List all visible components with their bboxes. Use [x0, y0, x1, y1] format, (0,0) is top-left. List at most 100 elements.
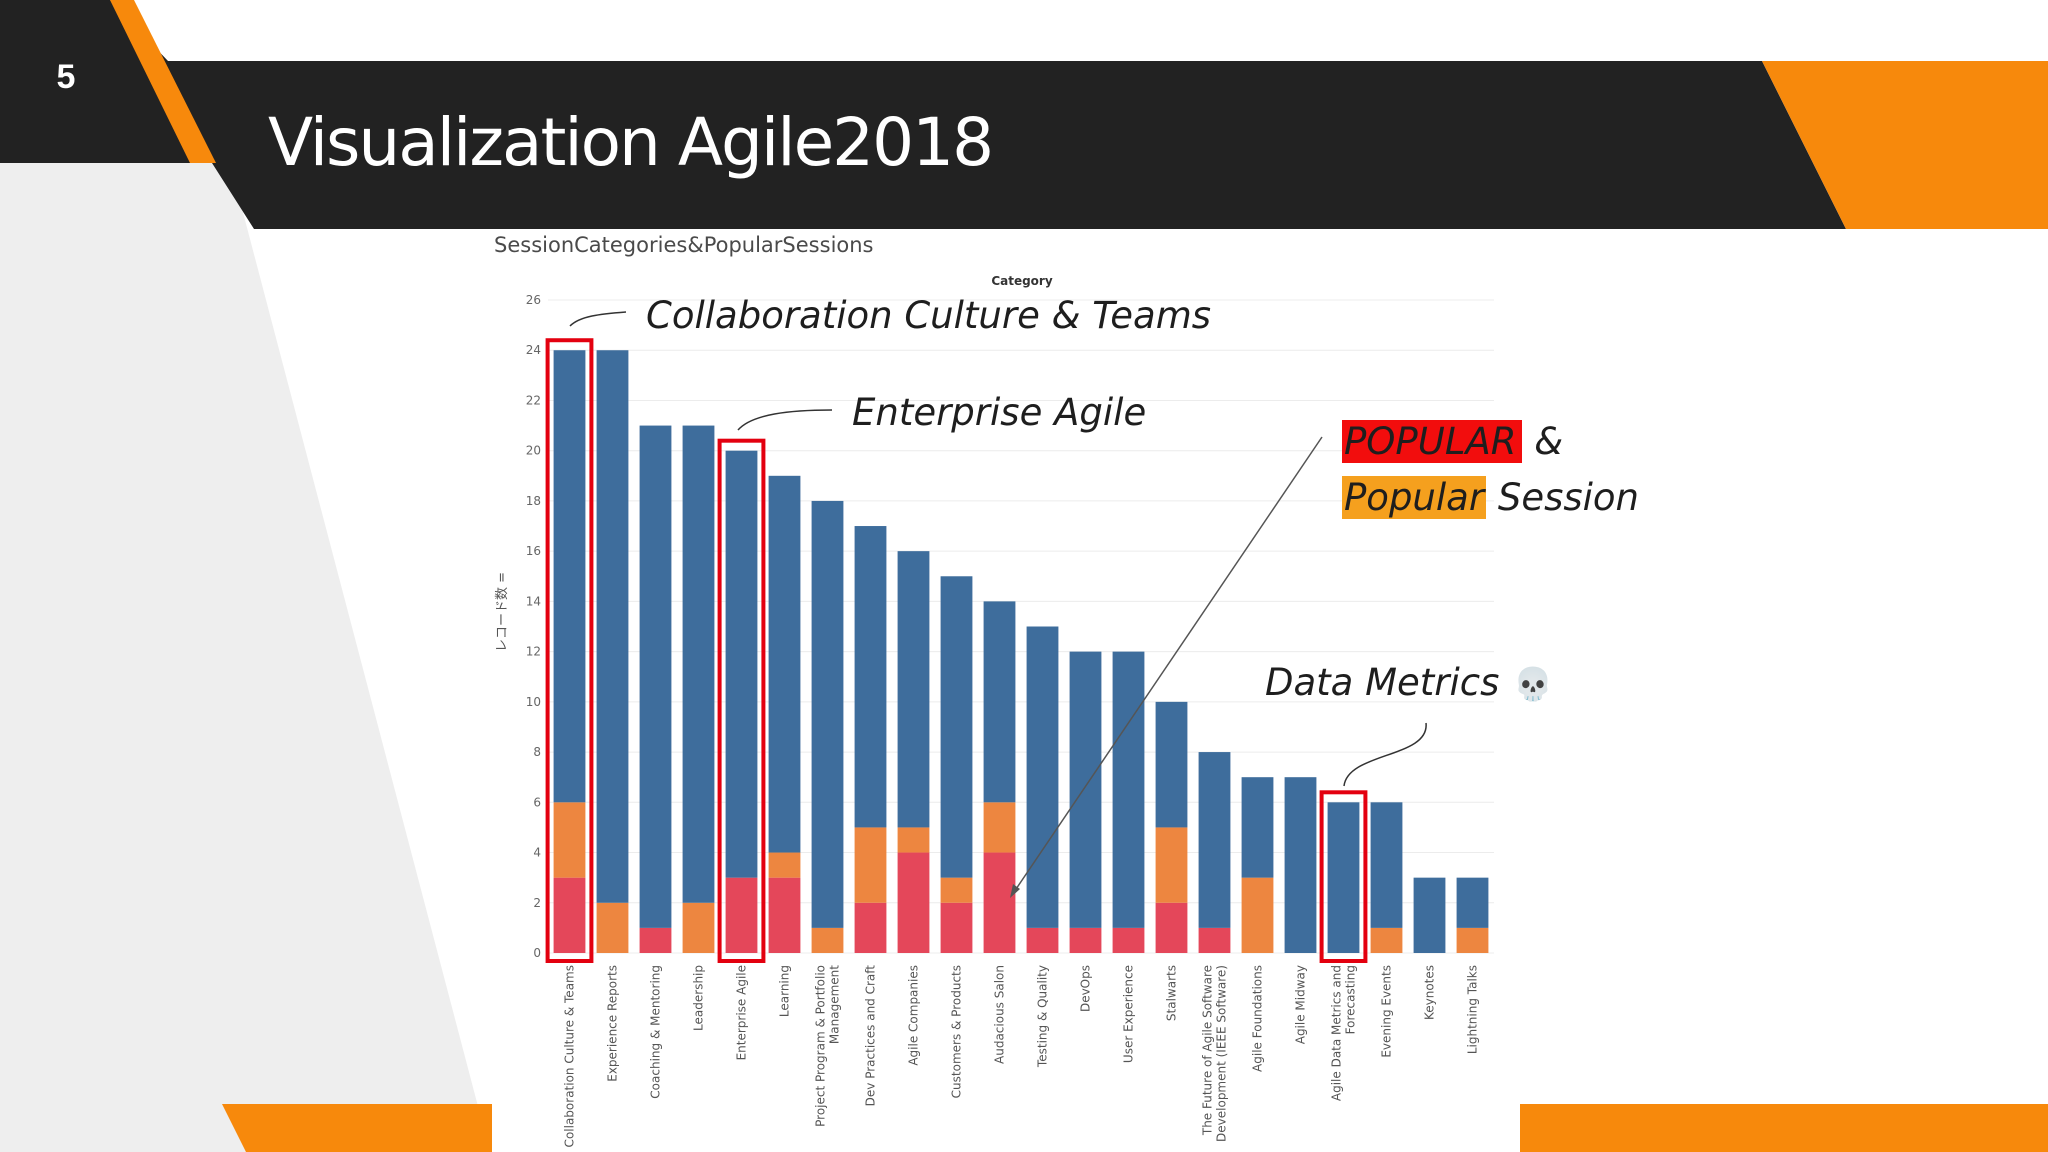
x-tick-label: Agile Companies [907, 965, 921, 1066]
x-tick-label: Agile Data Metrics and [1330, 965, 1344, 1101]
bar-segment [811, 500, 844, 928]
y-tick-label: 10 [526, 695, 541, 709]
x-tick-label: Dev Practices and Craft [864, 965, 878, 1107]
y-tick-label: 0 [533, 946, 541, 960]
bar-segment [596, 902, 629, 953]
legend-arrow [1013, 436, 1323, 893]
x-tick-label: Development (IEEE Software) [1215, 965, 1229, 1142]
legend-row-popular: Popular Session [1342, 470, 1639, 526]
x-tick-label: Experience Reports [606, 965, 620, 1082]
bar-segment [1112, 651, 1145, 928]
x-tick-label: Leadership [692, 965, 706, 1031]
y-axis-label: レコード数 = [495, 572, 510, 652]
y-tick-label: 18 [526, 494, 541, 508]
x-tick-label: The Future of Agile Software [1201, 965, 1215, 1136]
x-tick-label: Enterprise Agile [735, 965, 749, 1060]
legend: POPULAR & Popular Session [1342, 414, 1639, 526]
bar-segment [940, 877, 973, 903]
bar-segment [1456, 877, 1489, 928]
bar-segment [1026, 626, 1059, 928]
x-tick-label: Keynotes [1423, 965, 1437, 1020]
x-tick-label: Audacious Salon [993, 965, 1007, 1064]
chart-title: SessionCategories&PopularSessions [494, 233, 874, 257]
y-tick-label: 20 [526, 444, 541, 458]
bar-segment [897, 852, 930, 953]
bar-segment [897, 551, 930, 828]
highlight-box [545, 338, 594, 963]
bar-segment [854, 827, 887, 903]
x-tick-label: User Experience [1122, 965, 1136, 1063]
orange-bottom-left [222, 1104, 500, 1152]
annotation-collab: Collaboration Culture & Teams [646, 294, 1212, 337]
slide-title: Visualization Agile2018 [268, 104, 994, 181]
legend-arrowhead [1010, 884, 1020, 898]
bar-segment [1155, 827, 1188, 903]
x-tick-label: Testing & Quality [1036, 965, 1050, 1068]
legend-row-popular-caps: POPULAR & [1342, 414, 1639, 470]
collab-connector [569, 311, 627, 327]
orange-bottom-right [1520, 1104, 2048, 1152]
bar-segment [596, 350, 629, 903]
y-tick-label: 16 [526, 544, 541, 558]
y-tick-label: 2 [533, 896, 541, 910]
y-tick-label: 12 [526, 645, 541, 659]
bar-segment [897, 827, 930, 853]
slide-number: 5 [56, 58, 76, 96]
orange-corner-right [1762, 61, 2048, 229]
y-tick-label: 24 [526, 343, 541, 357]
highlight-box [717, 438, 766, 963]
bar-segment [940, 576, 973, 878]
x-tick-label: Learning [778, 965, 792, 1017]
bar-segment [1413, 877, 1446, 953]
highlight-box [1319, 790, 1368, 963]
bar-segment [768, 852, 801, 878]
bar-segment [983, 601, 1016, 803]
enterprise-connector [737, 409, 833, 431]
x-tick-label: Agile Foundations [1251, 965, 1265, 1072]
x-tick-label: Customers & Products [950, 965, 964, 1098]
bar-segment [1155, 902, 1188, 953]
bar-segment [682, 425, 715, 903]
bar-segment [940, 902, 973, 953]
bar-segment [1069, 927, 1102, 953]
y-tick-label: 4 [533, 846, 541, 860]
y-tick-label: 22 [526, 393, 541, 407]
gray-side-panel [0, 163, 490, 1152]
annotation-enterprise: Enterprise Agile [852, 391, 1147, 434]
skull-icon: 💀 [1513, 665, 1554, 703]
bar-segment [1284, 777, 1317, 953]
bar-segment [639, 425, 672, 928]
x-tick-label: Management [828, 965, 842, 1044]
bar-segment [1026, 927, 1059, 953]
x-tick-label: DevOps [1079, 965, 1093, 1012]
bar-segment [725, 450, 758, 878]
x-tick-label: Agile Midway [1294, 965, 1308, 1044]
bar-segment [983, 802, 1016, 853]
x-tick-label: Forecasting [1344, 965, 1358, 1034]
y-tick-label: 14 [526, 594, 541, 608]
bar-segment [854, 902, 887, 953]
bar-segment [553, 877, 586, 953]
x-tick-label: Coaching & Mentoring [649, 965, 663, 1099]
bar-segment [768, 877, 801, 953]
bar-segment [1241, 877, 1274, 953]
annotation-data-metrics: Data Metrics 💀 [1265, 661, 1553, 704]
legend-session: Session [1497, 476, 1639, 519]
y-tick-label: 26 [526, 293, 541, 307]
bar-segment [1241, 777, 1274, 878]
y-tick-label: 8 [533, 745, 541, 759]
bar-segment [768, 475, 801, 853]
orange-diagonal-left [110, 0, 216, 163]
bar-segment [1456, 927, 1489, 953]
x-tick-label: Stalwarts [1165, 965, 1179, 1021]
column-header: Category [991, 274, 1053, 288]
legend-popular: Popular [1342, 476, 1487, 519]
bar-segment [983, 852, 1016, 953]
bar-segment [1198, 927, 1231, 953]
bar-segment [1069, 651, 1102, 928]
bar-segment [682, 902, 715, 953]
legend-popular-caps: POPULAR [1342, 420, 1523, 463]
bar-segment [553, 350, 586, 803]
x-tick-label: Lightning Talks [1466, 965, 1480, 1054]
